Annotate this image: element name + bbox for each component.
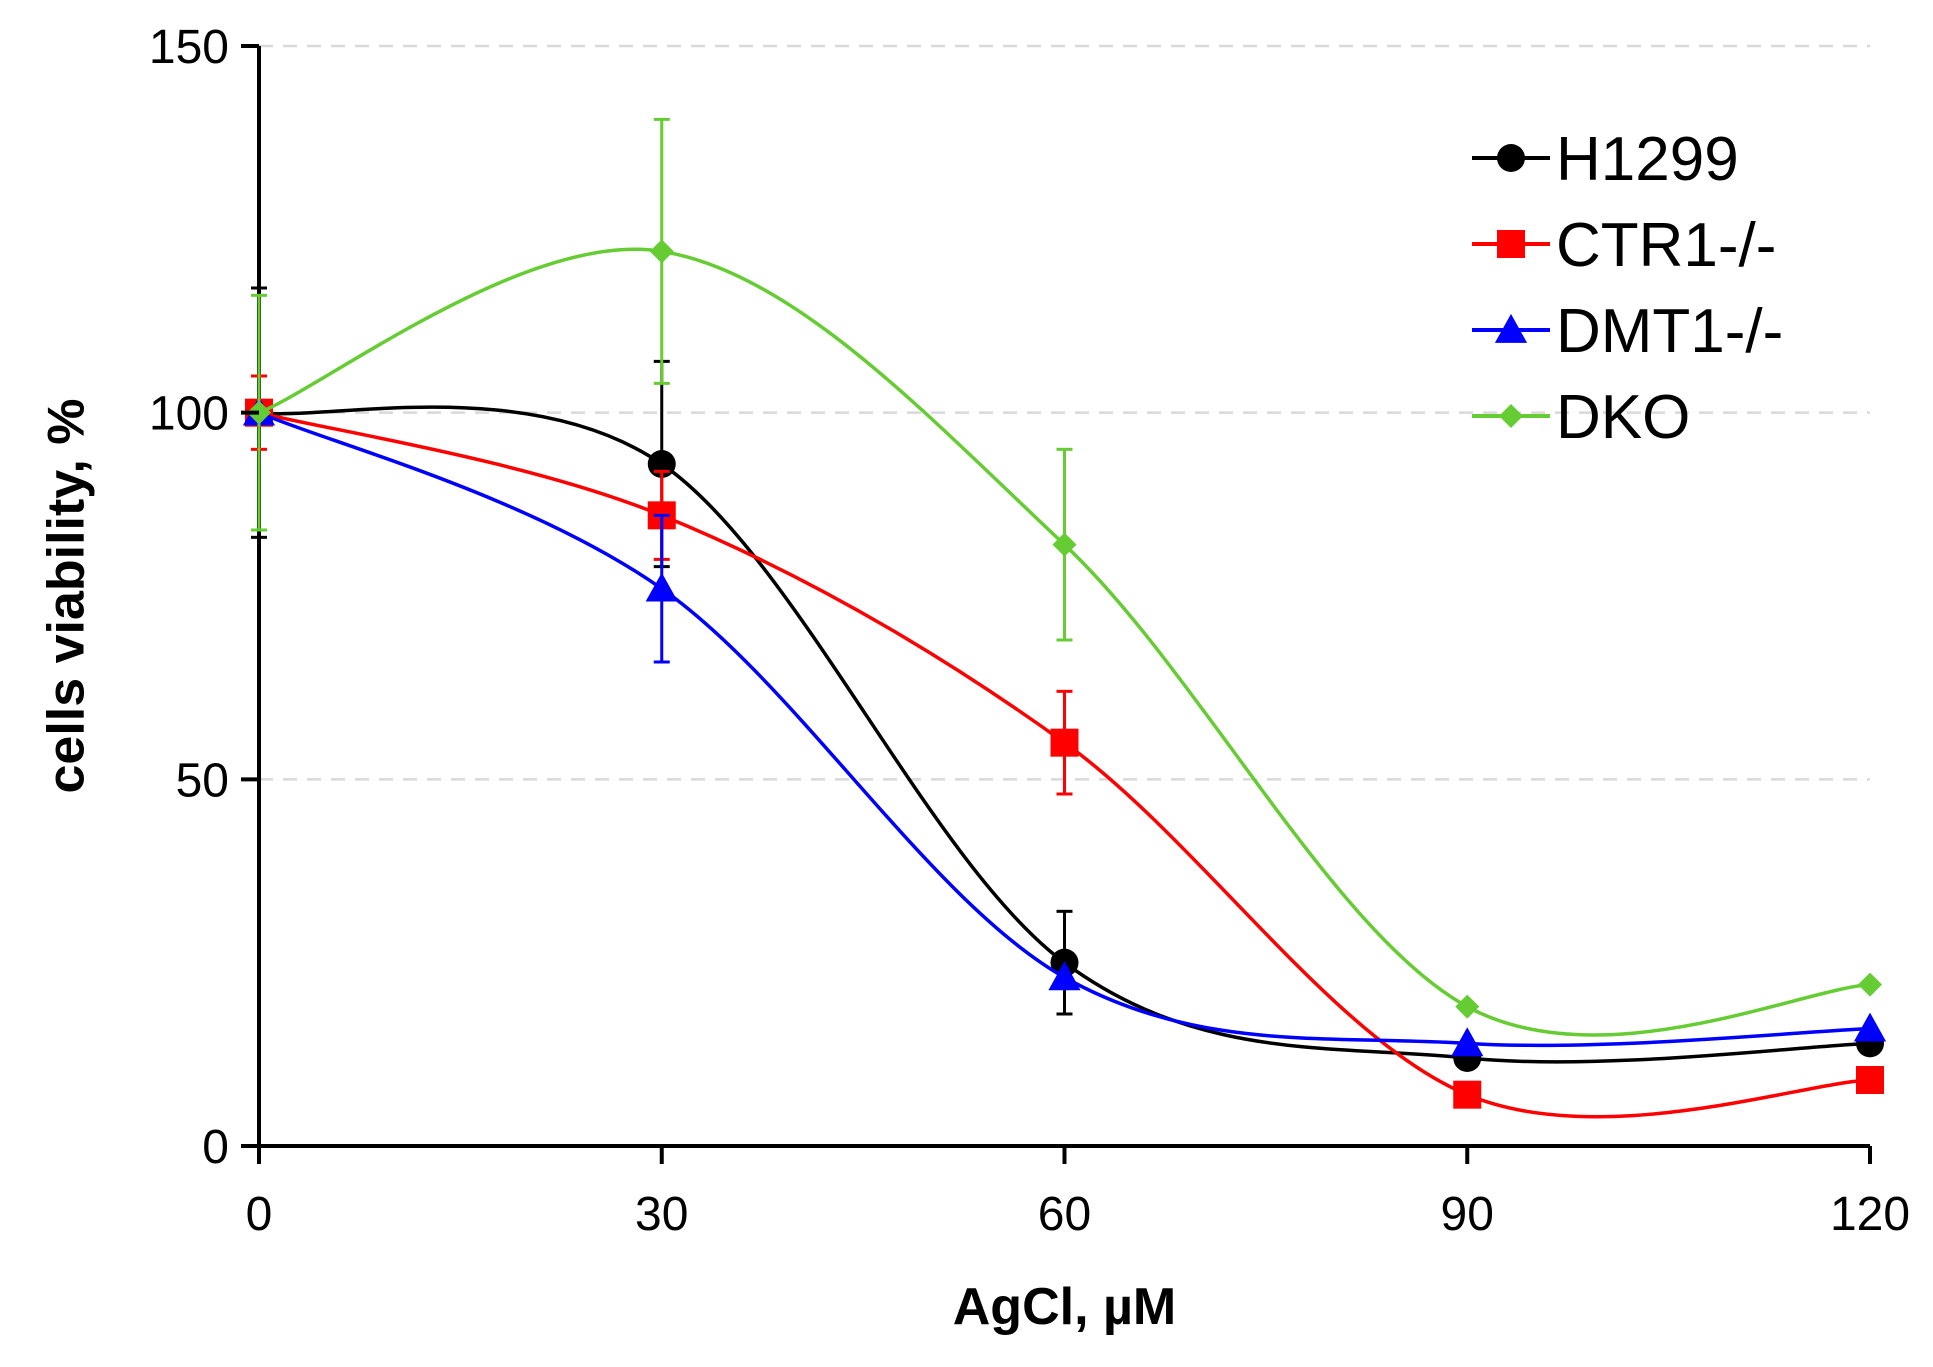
y-tick-label-0: 0 [202,1121,229,1174]
x-tick-label-60: 60 [1038,1188,1091,1241]
x-tick-label-30: 30 [635,1188,688,1241]
y-tick-label-100: 100 [149,388,229,441]
data-point-dmt1-60 [1048,961,1081,991]
data-point-dmt1-90 [1451,1027,1484,1057]
legend-item-dmt1: DMT1-/- [1472,297,1783,366]
data-point-dmt1-120 [1853,1012,1887,1042]
data-point-dko-90 [1455,994,1480,1019]
legend-item-ctr1: CTR1-/- [1472,211,1776,280]
x-tick-label-90: 90 [1441,1188,1494,1241]
series-line-dko [258,247,1871,1037]
data-point-ctr1-120 [1856,1066,1884,1094]
data-point-dmt1-30 [645,572,678,602]
x-axis-title: AgCl, µM [953,1278,1177,1336]
y-tick-label-150: 150 [149,21,229,74]
series-dko [247,117,1882,1037]
series-line-h1299 [258,405,1871,1064]
x-tick-label-0: 0 [246,1188,273,1241]
legend-label-h1299: H1299 [1556,125,1739,194]
series-dmt1 [242,396,1887,1057]
legend-label-ctr1: CTR1-/- [1556,211,1776,280]
y-tick-label-50: 50 [176,754,229,807]
tick-layer: 0 50 100 150 0 30 60 90 120 [149,21,1910,1241]
y-axis-title: cells viability, % [38,398,96,793]
legend-marker-dko [1499,404,1523,428]
legend-label-dko: DKO [1556,383,1690,452]
legend-marker-dmt1 [1494,313,1528,343]
legend-item-dko: DKO [1472,383,1690,452]
legend-item-h1299: H1299 [1472,125,1739,194]
series-line-dmt1 [258,411,1871,1048]
legend-marker-h1299 [1497,144,1525,172]
data-point-dko-120 [1858,972,1882,997]
data-point-dko-30 [649,239,674,264]
legend-marker-ctr1 [1497,230,1525,258]
data-point-ctr1-90 [1453,1080,1482,1109]
legend: H1299 CTR1-/- DMT1-/- DKO [1472,125,1783,452]
x-tick-label-120: 120 [1830,1188,1910,1241]
data-point-ctr1-60 [1050,728,1079,757]
data-point-dko-60 [1052,532,1077,557]
legend-label-dmt1: DMT1-/- [1556,297,1783,366]
